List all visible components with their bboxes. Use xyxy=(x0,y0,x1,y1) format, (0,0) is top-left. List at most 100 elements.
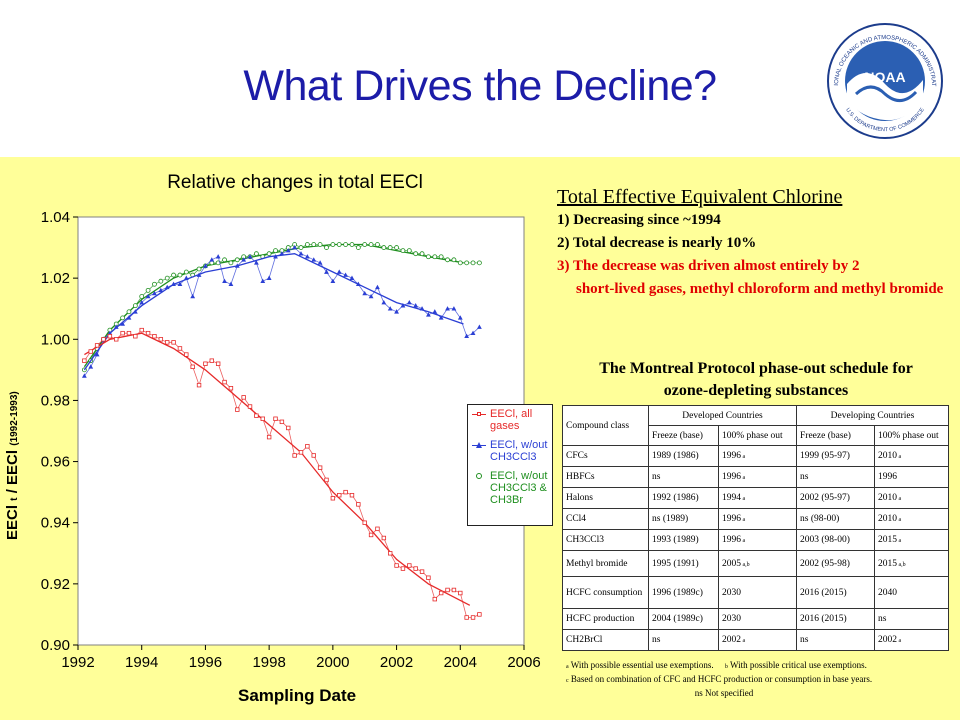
data-point xyxy=(477,612,482,617)
table-row: CH2BrCl ns 2002 a ns 2002 a xyxy=(562,629,949,651)
data-point xyxy=(426,254,431,260)
data-point xyxy=(292,453,297,458)
data-point xyxy=(222,379,227,385)
data-point xyxy=(113,324,119,329)
table-cell: 2015 a xyxy=(874,529,949,551)
data-point xyxy=(190,293,196,299)
table-cell: 2003 (98-00) xyxy=(796,529,875,551)
data-point xyxy=(273,254,278,259)
data-point xyxy=(317,260,323,265)
data-point xyxy=(394,245,399,250)
data-point xyxy=(260,416,265,421)
data-point xyxy=(132,303,138,309)
table-row: CH3CCl3 1993 (1989) 1996 a 2003 (98-00) 2015… xyxy=(562,529,949,551)
data-point xyxy=(445,306,450,311)
data-point xyxy=(451,306,457,311)
compound-cell: HCFC production xyxy=(562,608,649,630)
data-point xyxy=(81,373,87,378)
data-point xyxy=(432,596,437,602)
data-point xyxy=(381,535,387,541)
table-cell: 1994 a xyxy=(718,487,797,509)
data-point xyxy=(438,315,444,320)
data-point xyxy=(413,303,419,308)
data-point xyxy=(126,315,132,320)
footnote-line-2: c Based on combination of CFC and HCFC p… xyxy=(566,673,952,687)
data-point xyxy=(438,590,444,596)
y-tick-label: 0.92 xyxy=(41,576,70,593)
footnote-ns: ns Not specified xyxy=(694,688,754,698)
table-row: Methyl bromide 1995 (1991) 2005 a,b 2002 (9… xyxy=(562,550,949,577)
sub-header: 100% phase out xyxy=(874,425,949,446)
data-point xyxy=(139,300,145,305)
table-cell: ns xyxy=(796,629,875,651)
data-point xyxy=(292,244,298,250)
data-point xyxy=(355,281,361,287)
data-point xyxy=(126,330,132,336)
data-point xyxy=(254,413,259,418)
footnote-a-mark: a xyxy=(566,664,569,670)
ylabel-sub-ref: (1992-1993) xyxy=(9,391,20,446)
x-tick-label: 2004 xyxy=(444,654,477,671)
y-tick-label: 1.02 xyxy=(41,270,70,287)
legend-item-wout-ch3ccl3-ch3br: EECl, w/out CH3CCl3 & CH3Br xyxy=(472,470,548,506)
data-point xyxy=(209,358,214,363)
data-point xyxy=(343,242,349,247)
data-point xyxy=(228,260,234,266)
plot-area xyxy=(77,216,525,646)
data-point xyxy=(432,254,438,260)
data-point xyxy=(419,251,425,257)
data-point xyxy=(94,351,100,357)
table-cell: 2002 a xyxy=(718,629,797,651)
data-point xyxy=(317,242,323,247)
data-point xyxy=(356,502,361,507)
data-point xyxy=(196,382,202,388)
compound-cell: HBFCs xyxy=(562,466,649,488)
data-point xyxy=(413,566,418,571)
table-cell: 1996 xyxy=(874,466,949,488)
table-title-line1: The Montreal Protocol phase-out schedule… xyxy=(599,360,913,377)
x-tick-label: 2006 xyxy=(507,654,540,671)
data-point xyxy=(476,260,482,266)
data-point xyxy=(273,416,278,421)
data-point xyxy=(190,364,195,369)
data-point xyxy=(298,245,304,250)
data-point xyxy=(457,315,463,320)
legend-item-all-gases: EECl, all gases xyxy=(472,408,548,432)
table-row: HCFC production 2004 (1989c) 2030 2016 (201… xyxy=(562,608,949,630)
data-point xyxy=(324,269,329,274)
data-point xyxy=(253,251,259,257)
table-cell: 2010 a xyxy=(874,445,949,467)
compound-cell: HCFC consumption xyxy=(562,576,649,609)
data-point xyxy=(432,309,438,314)
table-cell: 2040 xyxy=(874,576,949,609)
data-point xyxy=(164,340,170,345)
chart-title: Relative changes in total EECl xyxy=(167,172,423,193)
y-axis-label: EECl t / EECl (1992-1993) xyxy=(4,391,21,540)
data-point xyxy=(343,272,348,277)
legend-circle-icon xyxy=(472,470,488,482)
x-tick-label: 1994 xyxy=(125,654,158,671)
table-cell: ns xyxy=(648,466,719,488)
data-point xyxy=(260,278,266,283)
table-cell: 1999 (95-97) xyxy=(796,445,875,467)
footnote-b-mark: b xyxy=(724,664,728,670)
data-point xyxy=(477,324,482,329)
compound-header: Compound class xyxy=(562,405,649,446)
legend-item-wout-ch3ccl3: EECl, w/out CH3CCl3 xyxy=(472,439,548,463)
data-point xyxy=(457,260,463,266)
data-point xyxy=(184,352,189,357)
data-point xyxy=(171,340,176,345)
footnote-a: With possible essential use exemptions. xyxy=(570,660,714,670)
data-point xyxy=(145,287,151,293)
data-point xyxy=(171,281,176,287)
data-point xyxy=(368,532,374,538)
data-point xyxy=(336,242,342,247)
data-point xyxy=(101,337,106,342)
data-point xyxy=(470,615,476,620)
ylabel-sub-t: t xyxy=(9,497,20,501)
table-cell: 2004 (1989c) xyxy=(648,608,719,630)
table-footnotes: a With possible essential use exemptions… xyxy=(566,659,952,699)
data-point xyxy=(82,358,87,363)
y-tick-label: 1.04 xyxy=(41,209,70,226)
ylabel-main: EECl xyxy=(4,504,21,540)
